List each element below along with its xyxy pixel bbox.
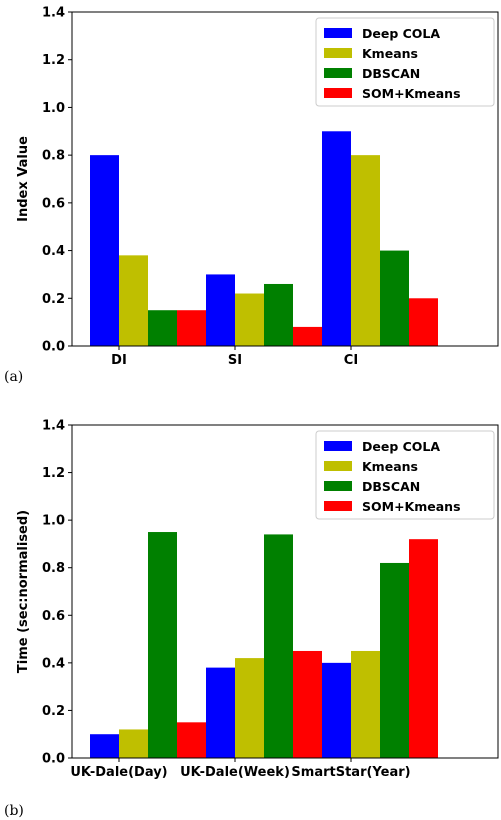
bar-deep-cola-si — [206, 274, 235, 346]
y-axis-label: Time (sec:normalised) — [16, 510, 31, 673]
y-tick-label: 1.2 — [42, 466, 65, 481]
plot-frame — [71, 11, 499, 347]
bar-dbscan-di — [148, 310, 177, 346]
legend-swatch — [324, 501, 352, 511]
bar-kmeans-uk-dale-day- — [119, 729, 148, 758]
y-tick-label: 0.2 — [42, 704, 65, 719]
bar-kmeans-si — [235, 293, 264, 346]
bar-kmeans-smartstar-year- — [351, 650, 380, 758]
y-tick-label: 1.2 — [42, 53, 65, 68]
chart-panel-b: 0.0 0.2 0.4 0.6 0.8 1.0 1.2 1.4 UK-Dale(Day) UK-D… — [4, 419, 499, 819]
legend-label: DBSCAN — [362, 66, 420, 81]
legend-label: Deep COLA — [362, 439, 440, 454]
legend-swatch — [324, 481, 352, 491]
legend-label: DBSCAN — [362, 479, 420, 494]
bar-som-kmeans-uk-dale-day- — [177, 722, 206, 758]
legend-label: Kmeans — [362, 46, 418, 61]
x-tick-label: SmartStar(Year) — [291, 765, 410, 780]
legend-box — [315, 17, 495, 107]
panel-caption: (b) — [4, 803, 24, 819]
bar-deep-cola-smartstar-year- — [322, 662, 351, 758]
y-tick-label: 0.4 — [42, 244, 65, 259]
bar-deep-cola-di — [90, 155, 119, 346]
x-tick-label: UK-Dale(Week) — [180, 765, 290, 780]
y-tick-label: 0.6 — [42, 196, 65, 211]
y-tick-label: 0.6 — [42, 609, 65, 624]
bar-som-kmeans-di — [177, 310, 206, 346]
legend-swatch — [324, 48, 352, 58]
bar-kmeans-uk-dale-week- — [235, 658, 264, 758]
y-tick-label: 0.4 — [42, 656, 65, 671]
bar-som-kmeans-ci — [409, 298, 438, 346]
legend-swatch — [324, 68, 352, 78]
x-tick-label: SI — [228, 353, 242, 368]
legend-swatch — [324, 461, 352, 471]
x-tick-label: DI — [111, 353, 127, 368]
plot-frame — [71, 424, 499, 759]
legend-swatch — [324, 88, 352, 98]
bar-som-kmeans-uk-dale-week- — [293, 650, 322, 758]
bar-dbscan-uk-dale-week- — [264, 534, 293, 758]
bar-kmeans-ci — [351, 155, 380, 346]
y-tick-label: 1.4 — [42, 419, 65, 434]
bar-som-kmeans-smartstar-year- — [409, 539, 438, 758]
legend-box — [315, 430, 495, 520]
panel-caption: (a) — [4, 369, 23, 385]
legend-label: SOM+Kmeans — [362, 86, 461, 101]
y-tick-label: 0.0 — [42, 752, 65, 767]
x-tick-label: UK-Dale(Day) — [70, 765, 167, 780]
legend-swatch — [324, 441, 352, 451]
y-tick-label: 0.0 — [42, 340, 65, 355]
chart-panel-a: 0.0 0.2 0.4 0.6 0.8 1.0 1.2 1.4 DI SI CI Index Valu… — [4, 6, 499, 385]
bar-deep-cola-ci — [322, 131, 351, 346]
bar-dbscan-uk-dale-day- — [148, 532, 177, 758]
y-tick-label: 0.8 — [42, 149, 65, 164]
legend-swatch — [324, 28, 352, 38]
y-tick-label: 1.0 — [42, 514, 65, 529]
bar-dbscan-smartstar-year- — [380, 562, 409, 758]
bar-dbscan-ci — [380, 250, 409, 346]
y-tick-label: 1.0 — [42, 101, 65, 116]
bar-kmeans-di — [119, 255, 148, 346]
x-tick-label: CI — [344, 353, 358, 368]
y-tick-label: 0.8 — [42, 561, 65, 576]
bar-som-kmeans-si — [293, 326, 322, 346]
y-tick-label: 0.2 — [42, 292, 65, 307]
bar-deep-cola-uk-dale-day- — [90, 734, 119, 758]
bar-deep-cola-uk-dale-week- — [206, 667, 235, 758]
legend-label: Deep COLA — [362, 26, 440, 41]
y-axis-label: Index Value — [16, 136, 31, 222]
bar-dbscan-si — [264, 283, 293, 346]
y-tick-label: 1.4 — [42, 6, 65, 21]
legend-label: SOM+Kmeans — [362, 499, 461, 514]
legend-label: Kmeans — [362, 459, 418, 474]
